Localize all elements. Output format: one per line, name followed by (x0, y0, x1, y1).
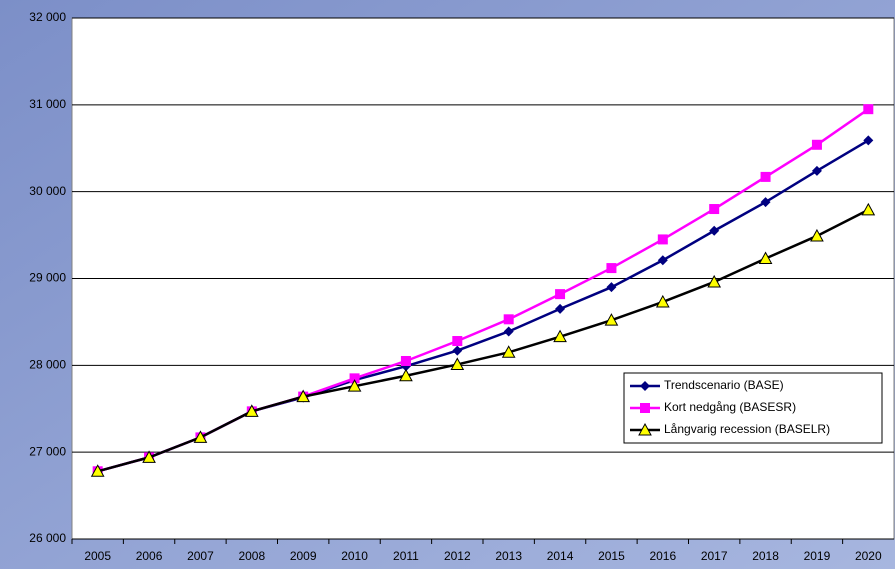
marker (555, 303, 566, 314)
marker (709, 204, 720, 215)
marker (450, 357, 465, 370)
marker (296, 389, 311, 403)
x-tick-label: 2014 (547, 549, 574, 563)
marker (555, 289, 566, 300)
marker (142, 450, 156, 463)
legend-marker (640, 381, 650, 391)
x-tick-label: 2012 (444, 549, 471, 563)
y-tick-label: 32 000 (29, 10, 66, 24)
legend-label: Trendscenario (BASE) (664, 378, 784, 392)
marker (604, 313, 619, 326)
x-tick-label: 2019 (804, 549, 831, 563)
marker (193, 430, 208, 443)
marker (244, 404, 259, 417)
legend-marker (638, 422, 652, 436)
marker (503, 326, 514, 337)
x-tick-label: 2015 (598, 549, 625, 563)
x-tick-label: 2018 (752, 549, 779, 563)
x-tick-label: 2008 (238, 549, 265, 563)
x-tick-label: 2005 (84, 549, 111, 563)
x-tick-label: 2013 (495, 549, 522, 563)
y-tick-label: 27 000 (29, 444, 66, 458)
y-tick-label: 26 000 (29, 531, 66, 545)
marker (452, 345, 463, 356)
x-tick-label: 2017 (701, 549, 728, 563)
marker (90, 464, 105, 477)
x-tick-label: 2010 (341, 549, 368, 563)
marker (399, 368, 413, 382)
x-tick-label: 2016 (649, 549, 676, 563)
marker (606, 282, 617, 293)
x-tick-label: 2007 (187, 549, 214, 563)
y-tick-label: 30 000 (29, 184, 66, 198)
x-tick-label: 2006 (136, 549, 163, 563)
marker (349, 373, 360, 384)
marker (400, 355, 411, 366)
marker (657, 255, 668, 266)
marker (760, 171, 771, 182)
x-tick-label: 2011 (393, 549, 419, 563)
marker (709, 225, 720, 236)
marker (657, 234, 668, 245)
marker (863, 135, 874, 146)
marker (811, 139, 822, 150)
x-tick-label: 2020 (855, 549, 882, 563)
marker (758, 251, 773, 265)
marker (503, 314, 514, 325)
marker (810, 228, 824, 242)
marker (707, 274, 722, 288)
marker (655, 294, 670, 308)
x-tick-label: 2009 (290, 549, 317, 563)
series-line (97, 208, 869, 473)
y-tick-label: 29 000 (29, 271, 66, 285)
marker (760, 197, 771, 208)
marker (501, 345, 516, 358)
marker (452, 336, 463, 347)
legend-box (623, 372, 883, 444)
y-tick-label: 31 000 (29, 97, 66, 111)
marker (811, 165, 822, 176)
legend-label: Långvarig recession (BASELR) (664, 422, 830, 436)
legend-label: Kort nedgång (BASESR) (664, 400, 796, 414)
legend-marker (640, 403, 650, 413)
marker (863, 104, 874, 115)
marker (606, 263, 617, 274)
marker (553, 329, 567, 343)
marker (347, 379, 362, 392)
marker (861, 202, 876, 216)
y-tick-label: 28 000 (29, 358, 66, 372)
